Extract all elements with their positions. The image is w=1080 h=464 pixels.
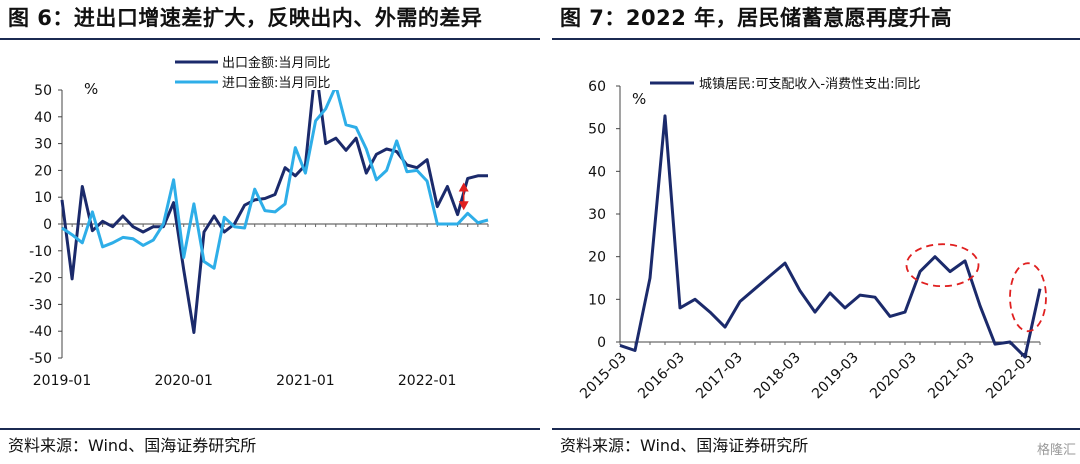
y-tick-label: 20 (588, 250, 606, 266)
y-tick-label: 40 (588, 164, 606, 180)
y-tick-label: 50 (588, 122, 606, 138)
x-tick-label: 2022-03 (983, 350, 1036, 403)
series-line-1 (619, 114, 1042, 359)
y-tick-label: -30 (29, 297, 52, 313)
x-tick-label: 2020-03 (867, 350, 920, 403)
highlight-ellipse-2022 (1009, 262, 1047, 333)
source-rule (552, 428, 1080, 430)
title-rule (0, 38, 540, 40)
y-tick-label: -20 (29, 271, 52, 287)
x-tick-label: 2016-03 (635, 350, 688, 403)
x-tick-label: 2015-03 (577, 350, 630, 403)
gap-arrow-head-down (458, 201, 469, 211)
legend-label-1: 出口金额:当月同比 (222, 55, 330, 71)
x-tick-label: 2017-03 (693, 350, 746, 403)
y-tick-label: 0 (597, 335, 606, 351)
y-tick-label: -40 (29, 324, 52, 340)
x-tick-label: 2022-01 (398, 373, 457, 389)
title-rule (552, 38, 1080, 40)
y-tick-label: 30 (34, 137, 52, 153)
y-tick-label: 60 (588, 79, 606, 95)
series-line-1 (60, 90, 488, 334)
y-tick-label: 20 (34, 163, 52, 179)
figure-6-chart: 50 40 30 20 10 0 -10 -20 -30 -40 -50 2019-01 2020-01… (29, 55, 489, 389)
x-tick-label: 2021-03 (925, 350, 978, 403)
legend-label-1: 城镇居民:可支配收入-消费性支出:同比 (699, 77, 920, 92)
x-tick-label: 2021-01 (276, 373, 335, 389)
source-rule (0, 428, 540, 430)
x-tick-label: 2019-01 (33, 373, 92, 389)
highlight-ellipse-2020 (905, 243, 980, 288)
y-tick-label: 40 (34, 110, 52, 126)
x-tick-label: 2020-01 (154, 373, 213, 389)
x-tick-label: 2018-03 (751, 350, 804, 403)
y-tick-label: 10 (34, 190, 52, 206)
y-tick-label: -10 (29, 244, 52, 260)
figure-7-title: 图 7：2022 年，居民储蓄意愿再度升高 (560, 6, 953, 30)
y-tick-label: -50 (29, 351, 52, 367)
y-unit-label: % (632, 90, 646, 108)
figure-6-title: 图 6：进出口增速差扩大，反映出内、外需的差异 (8, 6, 483, 30)
figure-6-source: 资料来源：Wind、国海证券研究所 (8, 436, 257, 455)
watermark-logo: 格隆汇 (1036, 443, 1076, 458)
figure-7-panel: 图 7：2022 年，居民储蓄意愿再度升高 60 50 40 30 20 10 0 2015-… (552, 0, 1080, 464)
y-tick-label: 0 (43, 217, 52, 233)
x-tick-label: 2019-03 (809, 350, 862, 403)
figure-7-source: 资料来源：Wind、国海证券研究所 (560, 436, 809, 455)
y-tick-label: 10 (588, 292, 606, 308)
y-tick-label: 30 (588, 207, 606, 223)
gap-arrow-head-up (458, 182, 469, 192)
series-line-2 (61, 90, 489, 270)
legend-label-2: 进口金额:当月同比 (222, 75, 330, 91)
figure-6-panel: 图 6：进出口增速差扩大，反映出内、外需的差异 50 40 30 20 10 0 -10 -2… (0, 6, 540, 455)
y-tick-label: 50 (34, 83, 52, 99)
y-unit-label: % (84, 80, 98, 98)
